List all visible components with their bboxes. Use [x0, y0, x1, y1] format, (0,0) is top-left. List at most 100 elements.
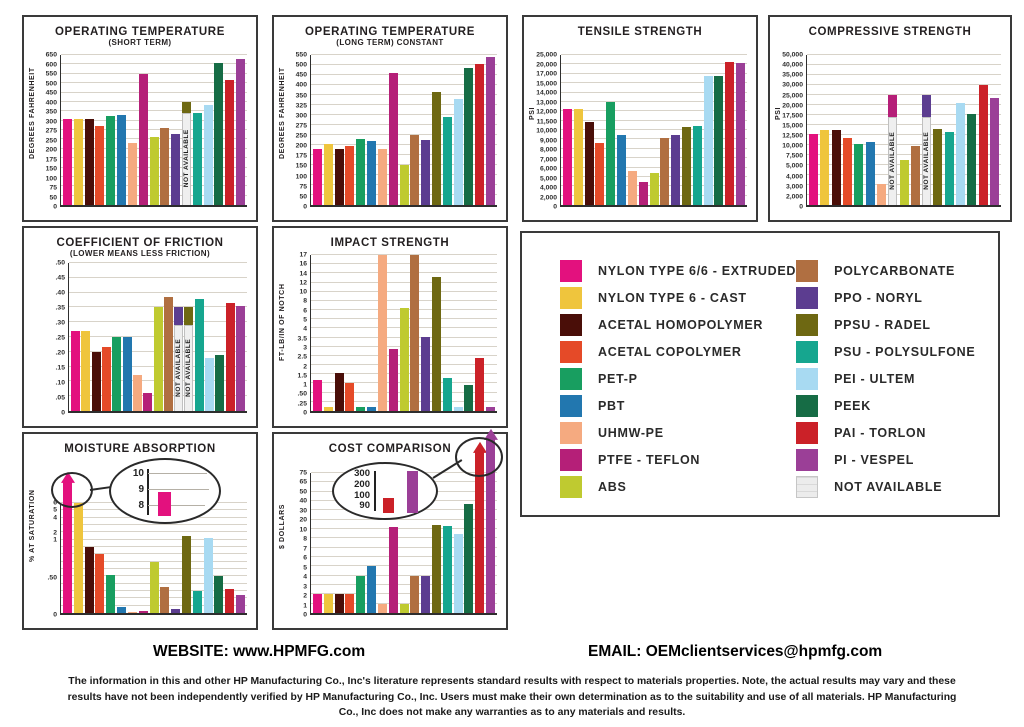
legend-item: NYLON TYPE 6 - CAST	[560, 284, 796, 311]
bar-acetal-copolymer	[345, 55, 355, 205]
bar-pi-vespel	[486, 55, 495, 205]
bar-ppo-noryl	[171, 503, 181, 613]
legend-label: PAI - TORLON	[834, 425, 927, 440]
bar-peek	[714, 55, 724, 205]
bar-abs	[399, 473, 409, 613]
bar-acetal-homopolymer	[334, 473, 344, 613]
chart-subtitle: (LONG TERM) CONSTANT	[336, 37, 444, 47]
inset-tick: 200	[354, 479, 370, 490]
plot-area: NOT AVAILABLE	[60, 54, 247, 207]
legend-item: PPO - NORYL	[796, 284, 988, 311]
inset-tick: 8	[138, 500, 144, 511]
legend-label: PBT	[598, 398, 626, 413]
legend-item: ACETAL COPOLYMER	[560, 338, 796, 365]
website-label: WEBSITE:	[153, 643, 229, 660]
chart-compressive-strength: COMPRESSIVE STRENGTH PSI 0 2,000 3,000 4,00…	[768, 15, 1012, 222]
website-line: WEBSITE: www.HPMFG.com	[153, 643, 365, 661]
bar-nylon-type-6-cast	[323, 255, 333, 411]
chart-title: COEFFICIENT OF FRICTION (LOWER MEANS LESS…	[24, 228, 256, 258]
legend-column-right: POLYCARBONATE PPO - NORYL PPSU - RADEL PSU …	[796, 257, 988, 505]
y-axis-ticks: 0 1 2 3 4 5 6 7 8 10 20 30 40 50 65 75	[299, 469, 307, 619]
legend-item: PI - VESPEL	[796, 446, 988, 473]
chart-tensile-strength: TENSILE STRENGTH PSI 0 2,000 4,000 5,000 6,0…	[522, 15, 758, 222]
chart-title-text: COST COMPARISON	[328, 443, 452, 455]
legend-swatch	[560, 394, 582, 417]
bar-psu-polysulfone	[194, 263, 204, 411]
bar-polycarbonate	[660, 55, 670, 205]
bar-pei-ultem	[956, 55, 966, 205]
bar-ppo-noryl	[421, 473, 431, 613]
bar-pbt	[865, 55, 875, 205]
bar-pai-torlon	[225, 503, 235, 613]
legend-label: UHMW-PE	[598, 425, 664, 440]
bar-pet-p	[112, 263, 122, 411]
legend-swatch	[796, 340, 819, 363]
inset-axis	[147, 469, 149, 515]
bar-ppsu-radel: NOT AVAILABLE	[181, 55, 191, 205]
bar-ppsu-radel	[431, 255, 441, 411]
bar-nylon-type-6-cast	[820, 55, 830, 205]
bar-abs	[899, 55, 909, 205]
bar-acetal-copolymer	[345, 473, 355, 613]
legend-swatch	[560, 313, 582, 336]
bar-ppo-noryl: NOT AVAILABLE	[174, 263, 184, 411]
bar-abs	[153, 263, 163, 411]
legend-item: ACETAL HOMOPOLYMER	[560, 311, 796, 338]
email-label: EMAIL:	[588, 643, 642, 660]
bar-uhmw-pe	[132, 263, 142, 411]
bar-pai-torlon	[725, 55, 735, 205]
inset-gridline	[148, 473, 207, 474]
legend-swatch	[560, 475, 582, 498]
bar-psu-polysulfone	[944, 55, 954, 205]
y-axis-ticks: 0.05.10.15.20.25.30.35.40.45.50	[55, 259, 65, 417]
disclaimer-text: The information in this and other HP Man…	[67, 676, 957, 719]
legend-label: NYLON TYPE 6 - CAST	[598, 290, 747, 305]
plot-area: NOT AVAILABLE NOT AVAILABLE	[806, 54, 1001, 207]
bar-psu-polysulfone	[192, 503, 202, 613]
legend-label: PPSU - RADEL	[834, 317, 931, 332]
bar-nylon-type-6-6-extruded	[60, 471, 75, 613]
legend-swatch	[796, 313, 819, 336]
inset-tick: 300	[354, 468, 370, 479]
email-address[interactable]: OEMclientservices@hpmfg.com	[645, 643, 883, 660]
legend-item: PEEK	[796, 392, 988, 419]
legend-swatch	[796, 475, 819, 498]
bar-pbt	[367, 55, 377, 205]
chart-title-text: OPERATING TEMPERATURE	[305, 26, 475, 38]
chart-title-text: MOISTURE ABSORPTION	[64, 443, 216, 455]
inset-tick: 10	[132, 468, 144, 479]
bar-pei-ultem	[205, 263, 215, 411]
chart-title-text: COMPRESSIVE STRENGTH	[808, 26, 972, 38]
bar-pei-ultem	[203, 55, 213, 205]
bar-ppsu-radel	[181, 503, 191, 613]
bar-pi-vespel	[236, 263, 245, 411]
legend-item: PAI - TORLON	[796, 419, 988, 446]
legend-swatch	[796, 421, 819, 444]
website-url[interactable]: www.HPMFG.com	[233, 643, 366, 660]
legend-swatch	[796, 448, 819, 471]
bar-psu-polysulfone	[692, 55, 702, 205]
legend-item: POLYCARBONATE	[796, 257, 988, 284]
bar-nylon-type-6-cast	[573, 55, 583, 205]
bar-ptfe-teflon	[388, 255, 398, 411]
chart-title-text: COEFFICIENT OF FRICTION	[56, 237, 224, 249]
bar-nylon-type-6-cast	[73, 55, 83, 205]
bar-peek	[214, 55, 224, 205]
legend-label: ACETAL COPOLYMER	[598, 344, 742, 359]
bar-acetal-copolymer	[95, 503, 105, 613]
bar-ptfe-teflon	[143, 263, 153, 411]
legend-swatch	[560, 367, 582, 390]
chart-moisture-absorption: MOISTURE ABSORPTION % AT SATURATION 0.50…	[22, 432, 258, 630]
bar-pbt	[117, 503, 127, 613]
bar-nylon-type-6-6-extruded	[809, 55, 818, 205]
bar-ppsu-radel	[933, 55, 943, 205]
bar-peek	[464, 473, 474, 613]
bar-uhmw-pe	[127, 503, 137, 613]
magnified-scale-inset: 300 200 100 90	[332, 462, 438, 520]
legend-swatch	[796, 286, 819, 309]
bar-ptfe-teflon	[638, 55, 648, 205]
bar-pai-torlon	[472, 441, 487, 613]
legend-item: NYLON TYPE 6/6 - EXTRUDED	[560, 257, 796, 284]
magnified-scale-inset: 10 9 8	[109, 458, 221, 524]
bar-peek	[215, 263, 225, 411]
